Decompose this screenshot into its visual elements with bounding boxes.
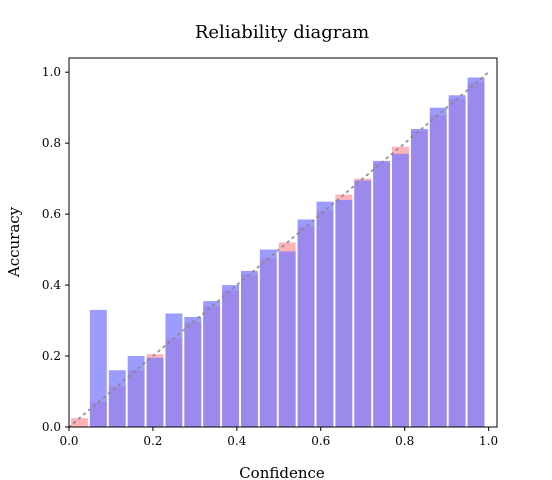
y-tick-label-6: 1.0 [42, 65, 61, 79]
x-tick-label-4: 0.6 [311, 434, 330, 448]
bar-series-2-bin-11 [259, 249, 277, 427]
x-axis-ticks: 0.0 0.2 0.4 0.6 0.8 1.0 [59, 427, 498, 448]
bar-series-2-bin-8 [203, 301, 221, 427]
axes-frame [68, 57, 498, 428]
bar-series-2-bin-18 [392, 153, 409, 427]
x-axis-label: Confidence [239, 464, 325, 480]
y-axis-label: Accuracy [5, 206, 23, 278]
bar-series-2-bin-21 [448, 95, 466, 427]
x-tick-label-5: 0.8 [395, 434, 414, 448]
chart-title: Reliability diagram [195, 22, 369, 43]
bar-series-2-bin-13 [297, 219, 315, 427]
bar-series-2-bin-12 [278, 251, 296, 427]
x-tick-label-2: 0.2 [143, 434, 162, 448]
bar-series-2-bin-10 [240, 270, 258, 427]
y-tick-label-4: 0.6 [42, 207, 61, 221]
bar-series-2-bin-16 [354, 180, 372, 427]
bar-series-2-bin-22 [467, 77, 485, 428]
bar-series-1-bin-1 [71, 418, 88, 427]
bar-series-2-bin-2 [89, 309, 107, 427]
y-tick-label-1: 0.0 [42, 420, 61, 434]
bar-series-2-bin-14 [316, 201, 334, 427]
x-tick-label-6: 1.0 [479, 434, 498, 448]
plot-area [68, 57, 498, 428]
bar-series-2-bin-4 [127, 356, 145, 427]
perfect-calibration-line [68, 71, 490, 428]
y-tick-label-3: 0.4 [42, 278, 61, 292]
bar-series-2-bin-19 [410, 128, 428, 427]
y-tick-label-5: 0.8 [42, 136, 61, 150]
bar-series-2-bin-7 [184, 317, 202, 427]
bar-series-2-bin-5 [146, 357, 164, 427]
bar-series-2-bin-3 [108, 370, 126, 427]
bar-series-2-bin-20 [429, 107, 447, 427]
x-tick-label-3: 0.4 [227, 434, 246, 448]
bar-series-2-bin-9 [222, 285, 239, 427]
bar-series-2-bin-6 [165, 313, 183, 427]
bar-series-2-bin-17 [373, 160, 391, 427]
x-tick-label-1: 0.0 [59, 434, 78, 448]
y-axis-ticks: 0.0 0.2 0.4 0.6 0.8 1.0 [42, 65, 69, 434]
bar-series-2-bin-15 [335, 199, 353, 427]
y-tick-label-2: 0.2 [42, 349, 61, 363]
